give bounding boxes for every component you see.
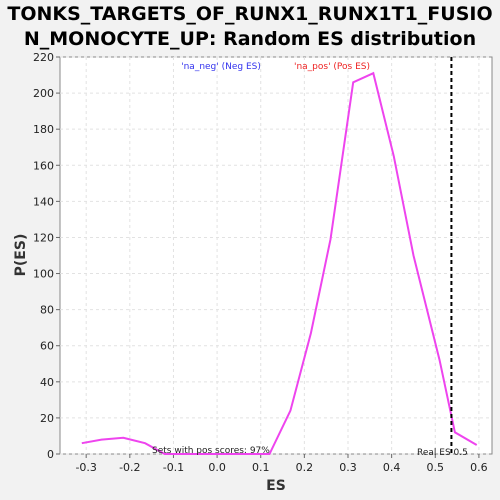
y-tick-label: 140 — [33, 195, 54, 208]
real-es-label: Real ES 0.5 — [417, 448, 468, 458]
x-tick-label: 0.5 — [427, 461, 445, 474]
x-tick-label: 0.2 — [296, 461, 314, 474]
y-tick-label: 0 — [47, 448, 54, 461]
legend-neg-es: 'na_neg' (Neg ES) — [181, 62, 261, 72]
x-axis-label: ES — [266, 478, 286, 494]
x-tick-label: -0.1 — [163, 461, 184, 474]
sets-with-pos-scores-note: Sets with pos scores: 97% — [152, 446, 270, 456]
x-tick-label: 0.4 — [383, 461, 401, 474]
y-tick-label: 80 — [40, 304, 54, 317]
x-tick-label: 0.0 — [208, 461, 226, 474]
grid — [60, 56, 492, 455]
y-tick-label: 20 — [40, 412, 54, 425]
legend-pos-es: 'na_pos' (Pos ES) — [294, 62, 370, 72]
chart-title-line-1: TONKS_TARGETS_OF_RUNX1_RUNX1T1_FUSIO — [7, 3, 492, 25]
x-tick-label: 0.3 — [339, 461, 357, 474]
ticks: -0.3 -0.2 -0.1 0.0 0.1 0.2 0.3 0.4 0.5 0.6 0 20 40 60… — [33, 51, 488, 474]
x-tick-label: -0.2 — [119, 461, 140, 474]
y-tick-label: 200 — [33, 87, 54, 100]
y-axis-label: P(ES) — [13, 234, 29, 277]
y-tick-label: 40 — [40, 376, 54, 389]
series-layer — [81, 57, 478, 455]
y-tick-label: 220 — [33, 51, 54, 64]
x-tick-label: 0.1 — [252, 461, 270, 474]
y-tick-label: 120 — [33, 231, 54, 244]
y-tick-label: 180 — [33, 123, 54, 136]
plot-area — [59, 56, 493, 455]
y-tick-label: 160 — [33, 159, 54, 172]
y-tick-label: 100 — [33, 268, 54, 281]
x-tick-label: 0.6 — [470, 461, 488, 474]
es-distribution-line — [81, 71, 478, 455]
x-tick-label: -0.3 — [75, 461, 96, 474]
y-tick-label: 60 — [40, 340, 54, 353]
chart-title-line-2: N_MONOCYTE_UP: Random ES distribution — [24, 28, 476, 50]
